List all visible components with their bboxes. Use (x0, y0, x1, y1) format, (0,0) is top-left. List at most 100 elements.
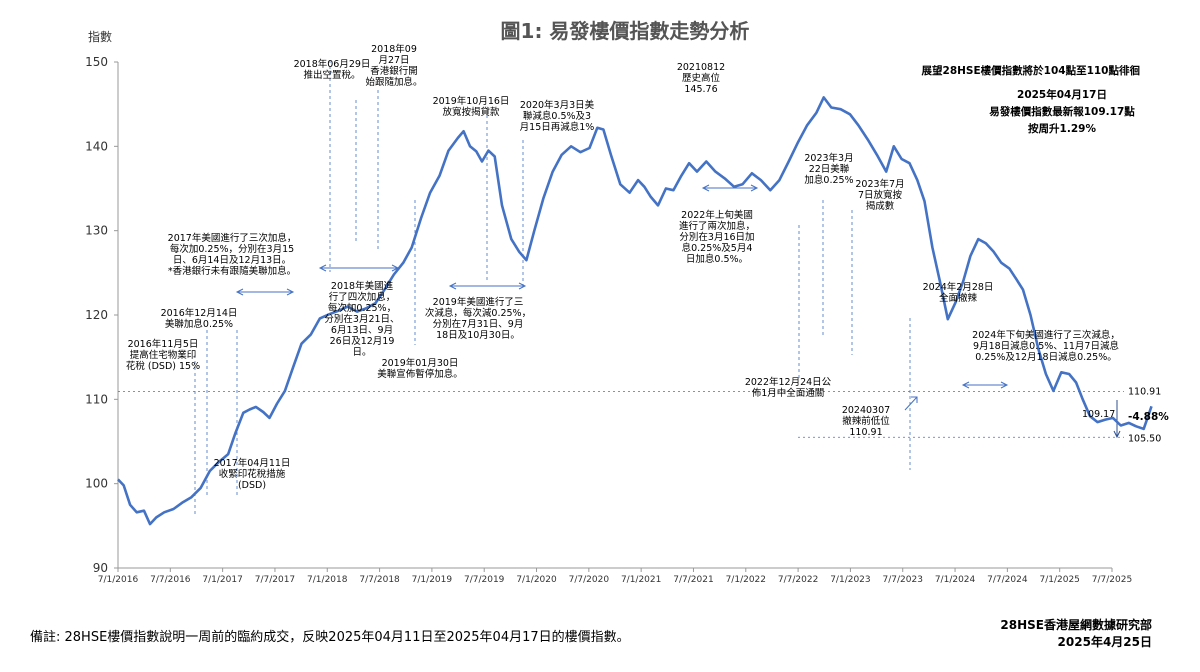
annotation-a6: 香港銀行開 (370, 65, 418, 77)
arrow-head (286, 288, 295, 296)
x-tick-label: 7/1/2017 (202, 575, 242, 585)
x-tick-label: 7/7/2018 (359, 575, 400, 585)
annotation-a5: 推出空置稅。 (303, 69, 360, 81)
annotation-a12: 145.76 (684, 84, 717, 95)
x-tick-label: 7/1/2023 (830, 575, 870, 585)
series-line (117, 96, 1153, 526)
y-tick-label: 100 (85, 477, 108, 491)
annotation-a1: 花稅 (DSD) 15% (126, 360, 200, 372)
guide-lines: 110.91 105.50 (118, 60, 1161, 515)
annotation-a11: 聯減息0.5%及3 (523, 110, 591, 122)
x-tick-label: 7/7/2016 (150, 575, 191, 585)
chart-title: 圖1: 易發樓價指數走勢分析 (501, 19, 750, 43)
arrow-head (750, 184, 759, 192)
x-tick-label: 7/7/2020 (569, 575, 610, 585)
annotation-a18: 2024年下旬美國進行了三次減息， (972, 329, 1120, 341)
annotation-a7: 日。 (352, 347, 371, 358)
annotation-a17: 2024年2月28日 (923, 281, 994, 293)
arrow-head (961, 381, 970, 389)
annotation-a18: 0.25%及12月18日減息0.25%。 (975, 351, 1117, 363)
x-tick-label: 7/1/2020 (516, 575, 557, 585)
y-axis-label: 指數 (88, 29, 112, 44)
arrow-head (235, 288, 244, 296)
annotation-a12: 歷史高位 (682, 72, 721, 84)
y-tick-label: 150 (85, 55, 108, 69)
annotation-a4: 收緊印花稅措施 (219, 468, 286, 480)
annotation-a16: 2023年7月 (855, 178, 904, 190)
annotation-a4: 2017年04月11日 (214, 457, 291, 469)
annotation-a10: 18日及10月30日。 (436, 330, 520, 341)
annotation-a5: 2018年06月29日 (294, 58, 371, 70)
x-tick-label: 7/7/2021 (673, 575, 713, 585)
annotation-a10: 分別在7月31日、9月 (433, 318, 524, 330)
annotation-a9: 放寬按揭貸款 (442, 106, 500, 118)
x-tick-label: 7/7/2025 (1092, 575, 1132, 585)
outlook-text: 展望28HSE樓價指數將於104點至110點徘徊 (922, 64, 1140, 77)
ref-label-low: 105.50 (1128, 433, 1161, 444)
annotation-a19: 110.91 (849, 427, 882, 438)
arrow-head (1000, 381, 1009, 389)
x-tick-label: 7/1/2025 (1039, 575, 1079, 585)
annotation-a3: 2017年美國進行了三次加息， (168, 232, 297, 244)
x-tick-label: 7/7/2024 (987, 575, 1028, 585)
arrow-head (701, 184, 710, 192)
latest-change: 按周升1.29% (1028, 122, 1096, 135)
annotation-a1: 提高住宅物業印 (130, 349, 197, 361)
ref-label-high: 110.91 (1128, 387, 1161, 398)
annotation-a7: 行了四次加息， (329, 291, 396, 303)
annotation-a2: 美聯加息0.25% (165, 318, 233, 330)
annotation-a7: 每次加0.25%， (328, 302, 396, 314)
annotation-a10: 次減息，每次減0.25%， (425, 307, 531, 319)
arrow-head (448, 282, 457, 290)
y-tick-label: 110 (85, 392, 108, 406)
annotation-a13: 息0.25%及5月4 (682, 242, 753, 254)
latest-date: 2025年04月17日 (1017, 88, 1107, 101)
annotation-a13: 2022年上旬美國 (681, 209, 753, 221)
annotation-a10: 2019年美國進行了三 (433, 296, 524, 308)
x-tick-label: 7/1/2018 (307, 575, 348, 585)
x-tick-label: 7/1/2021 (621, 575, 661, 585)
annotation-a16: 7日放寬按 (858, 189, 903, 201)
annotation-a15: 2023年3月 (804, 152, 853, 164)
series-layer (117, 96, 1153, 526)
annotation-a17: 全面撤辣 (939, 292, 978, 304)
end-label: 109.17 (1082, 409, 1115, 420)
axes: 150 140 130 120 110 100 907/1/2016 7/7/2016 7/1/… (85, 55, 1132, 585)
credit-date: 2025年4月25日 (1057, 635, 1152, 649)
x-tick-label: 7/7/2017 (255, 575, 295, 585)
annotation-a3: 日、6月14日及12月13日。 (173, 255, 291, 266)
arrow-head (518, 282, 527, 290)
annotation-a19: 20240307 (842, 405, 890, 416)
x-tick-label: 7/1/2022 (726, 575, 766, 585)
annotation-a15: 加息0.25% (804, 174, 853, 186)
annotation-a6: 2018年09 (371, 43, 417, 55)
change-label: -4.88% (1128, 411, 1169, 423)
y-tick-label: 90 (93, 561, 108, 575)
annotation-a13: 進行了兩次加息， (679, 220, 755, 232)
annotation-a7: 6月13日、9月 (331, 325, 393, 336)
annotation-a11: 2020年3月3日美 (520, 99, 595, 111)
x-tick-label: 7/1/2019 (412, 575, 453, 585)
credit: 28HSE香港屋網數據研究部 2025年4月25日 (852, 616, 1152, 650)
chart-canvas: 圖1: 易發樓價指數走勢分析 指數 150140130120110100907/… (85, 19, 1169, 585)
annotation-a14: 佈1月中全面通關 (752, 387, 825, 399)
footer-note: 備註: 28HSE樓價指數說明一周前的臨約成交，反映2025年04月11日至20… (30, 630, 630, 645)
y-tick-label: 120 (85, 308, 108, 322)
x-tick-label: 7/1/2024 (935, 575, 976, 585)
x-tick-label: 7/7/2023 (883, 575, 923, 585)
annotation-a8: 美聯宣佈暫停加息。 (377, 368, 463, 380)
arrow-head (911, 396, 918, 403)
annotation-a2: 2016年12月14日 (161, 307, 238, 319)
annotation-a6: 始跟隨加息。 (365, 76, 422, 88)
annotation-a4: (DSD) (238, 480, 266, 491)
annotation-a7: 26日及12月19 (330, 336, 395, 347)
annotation-a13: 分別在3月16日加 (679, 231, 754, 243)
annotation-a14: 2022年12月24日公 (745, 376, 832, 388)
pointer-arrow (904, 396, 918, 411)
y-tick-label: 130 (85, 224, 108, 238)
x-tick-label: 7/1/2016 (98, 575, 139, 585)
y-tick-label: 140 (85, 139, 108, 153)
annotation-a3: 每次加0.25%，分別在3月15 (170, 243, 294, 255)
x-tick-label: 7/7/2019 (464, 575, 505, 585)
annotation-a13: 日加息0.5%。 (686, 253, 748, 265)
